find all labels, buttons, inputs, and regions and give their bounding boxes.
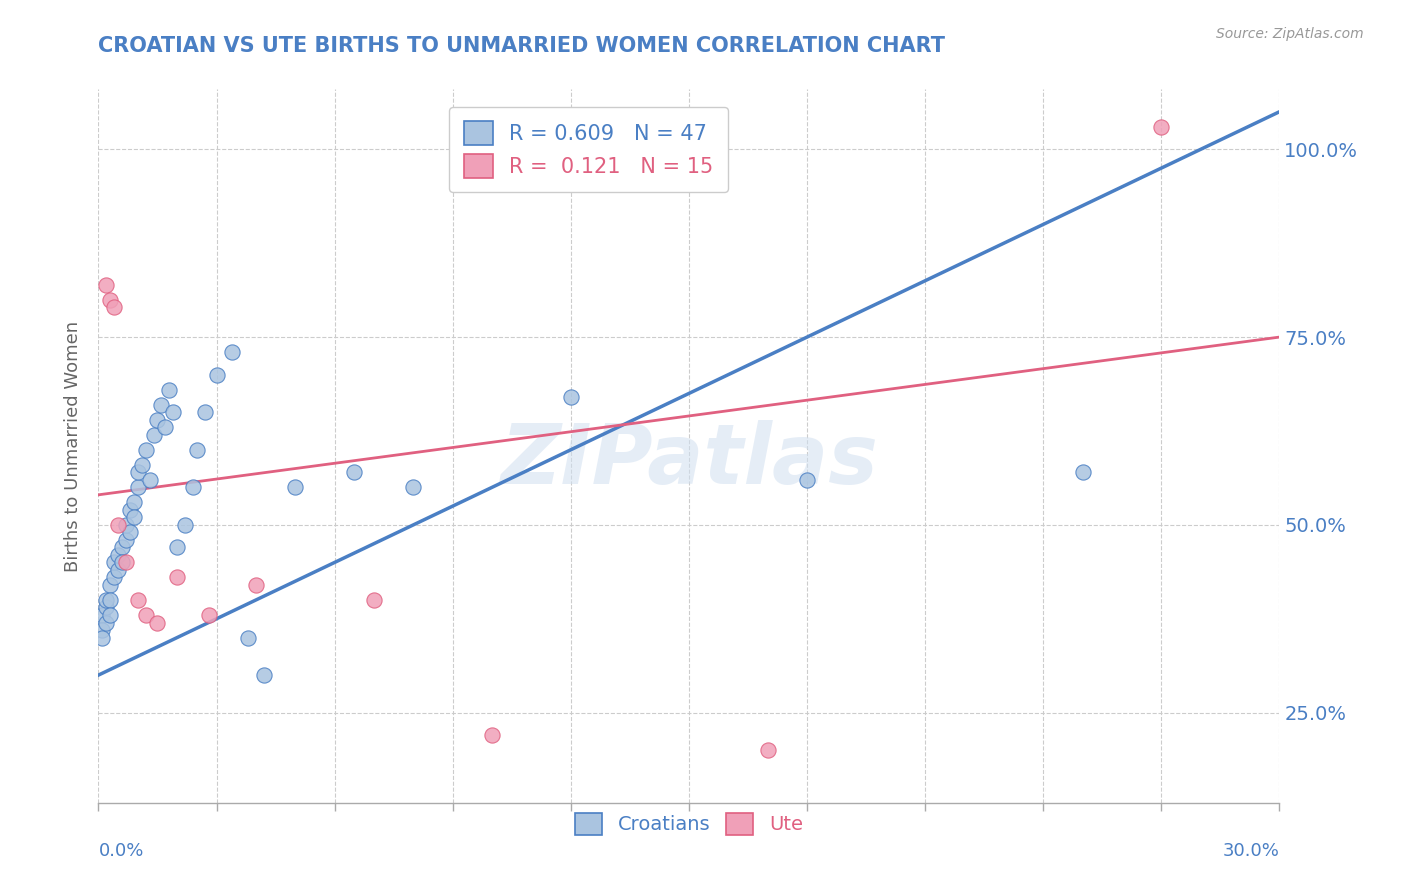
Point — [138, 473, 160, 487]
Point — [111, 541, 134, 555]
Point — [127, 480, 149, 494]
Point — [96, 615, 118, 630]
Point — [146, 615, 169, 630]
Point — [127, 465, 149, 479]
Point — [221, 345, 243, 359]
Point — [91, 623, 114, 637]
Point — [245, 578, 267, 592]
Point — [1150, 120, 1173, 134]
Point — [127, 593, 149, 607]
Text: ZIPatlas: ZIPatlas — [501, 420, 877, 500]
Point — [166, 570, 188, 584]
Point — [98, 578, 121, 592]
Point — [157, 383, 180, 397]
Point — [96, 277, 118, 292]
Point — [155, 420, 177, 434]
Point — [146, 413, 169, 427]
Point — [756, 743, 779, 757]
Point — [96, 600, 118, 615]
Point — [205, 368, 228, 382]
Point — [135, 442, 157, 457]
Point — [111, 556, 134, 570]
Point — [162, 405, 184, 419]
Point — [796, 473, 818, 487]
Point — [560, 390, 582, 404]
Point — [253, 668, 276, 682]
Y-axis label: Births to Unmarried Women: Births to Unmarried Women — [63, 320, 82, 572]
Text: CROATIAN VS UTE BIRTHS TO UNMARRIED WOMEN CORRELATION CHART: CROATIAN VS UTE BIRTHS TO UNMARRIED WOME… — [98, 36, 945, 55]
Point — [122, 495, 145, 509]
Point — [103, 300, 125, 314]
Point — [284, 480, 307, 494]
Point — [150, 398, 173, 412]
Point — [107, 517, 129, 532]
Point — [174, 517, 197, 532]
Point — [107, 548, 129, 562]
Point — [98, 293, 121, 307]
Text: 30.0%: 30.0% — [1223, 842, 1279, 860]
Point — [115, 517, 138, 532]
Point — [181, 480, 204, 494]
Point — [1071, 465, 1094, 479]
Point — [103, 570, 125, 584]
Point — [98, 607, 121, 622]
Point — [481, 728, 503, 742]
Legend: Croatians, Ute: Croatians, Ute — [567, 805, 811, 843]
Point — [91, 607, 114, 622]
Point — [103, 556, 125, 570]
Point — [197, 607, 219, 622]
Point — [131, 458, 153, 472]
Point — [194, 405, 217, 419]
Point — [186, 442, 208, 457]
Text: Source: ZipAtlas.com: Source: ZipAtlas.com — [1216, 27, 1364, 41]
Point — [236, 631, 259, 645]
Point — [98, 593, 121, 607]
Text: 0.0%: 0.0% — [98, 842, 143, 860]
Point — [118, 525, 141, 540]
Point — [118, 503, 141, 517]
Point — [402, 480, 425, 494]
Point — [91, 631, 114, 645]
Point — [115, 556, 138, 570]
Point — [107, 563, 129, 577]
Point — [135, 607, 157, 622]
Point — [363, 593, 385, 607]
Point — [96, 593, 118, 607]
Point — [115, 533, 138, 547]
Point — [142, 427, 165, 442]
Point — [122, 510, 145, 524]
Point — [166, 541, 188, 555]
Point — [343, 465, 366, 479]
